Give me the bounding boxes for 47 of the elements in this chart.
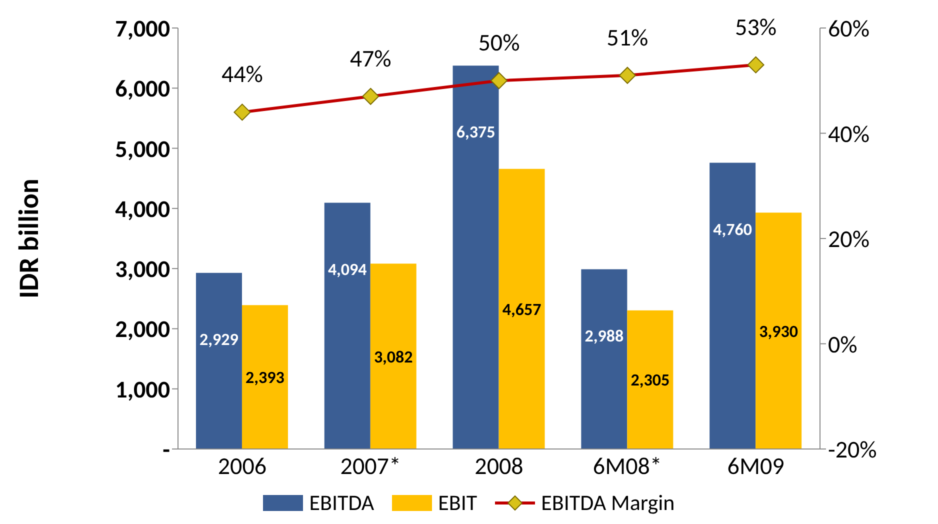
y-tick-label: 7,000	[115, 14, 170, 44]
data-label: 53%	[735, 12, 777, 42]
x-tick-label: 6M08*	[592, 452, 662, 482]
x-tick-label: 2008	[474, 452, 524, 482]
y-tick-label: 3,000	[115, 255, 170, 284]
legend-label: EBITDA Margin	[541, 489, 675, 516]
data-label: 50%	[478, 28, 520, 58]
y2-tick-label: 60%	[828, 14, 870, 44]
data-label: 51%	[606, 23, 648, 52]
data-label: 6,375	[456, 122, 496, 143]
y2-tick-label: -20%	[828, 436, 877, 465]
bar	[498, 168, 545, 449]
x-tick-label: 6M09	[727, 452, 784, 482]
y-tick-label: 5,000	[115, 134, 170, 164]
data-label: 3,930	[759, 320, 798, 342]
data-label: 4,094	[328, 258, 368, 280]
y-tick-label: 4,000	[115, 194, 170, 224]
x-tick-label: 2007*	[340, 452, 401, 482]
y-tick-label: 2,000	[115, 315, 170, 344]
y-tick-label: 1,000	[115, 375, 170, 404]
y2-tick-label: 20%	[828, 225, 870, 254]
data-label: 2,988	[584, 325, 624, 346]
legend-label: EBITDA	[309, 489, 374, 516]
y2-tick-label: 0%	[828, 330, 858, 360]
bar	[756, 212, 802, 449]
bar	[627, 310, 674, 449]
bar	[196, 272, 242, 449]
data-label: 2,929	[200, 328, 239, 350]
data-label: 44%	[221, 60, 263, 90]
bar	[370, 264, 416, 449]
data-label: 4,760	[713, 218, 752, 240]
data-label: 2,305	[630, 370, 670, 391]
data-label: 2,393	[246, 367, 285, 388]
y-axis-title: IDR billion	[10, 178, 46, 298]
bar	[324, 202, 370, 449]
y2-tick-label: 40%	[828, 120, 870, 149]
bar	[581, 269, 628, 449]
bar	[242, 305, 288, 449]
y-tick-label: -	[162, 436, 170, 465]
legend-label: EBIT	[438, 489, 478, 516]
data-label: 4,657	[502, 298, 542, 320]
data-label: 3,082	[374, 346, 414, 368]
bar	[452, 66, 499, 449]
x-tick-label: 2006	[218, 452, 267, 482]
data-label: 47%	[350, 44, 392, 74]
y-tick-label: 6,000	[115, 74, 170, 104]
bar	[710, 162, 756, 449]
